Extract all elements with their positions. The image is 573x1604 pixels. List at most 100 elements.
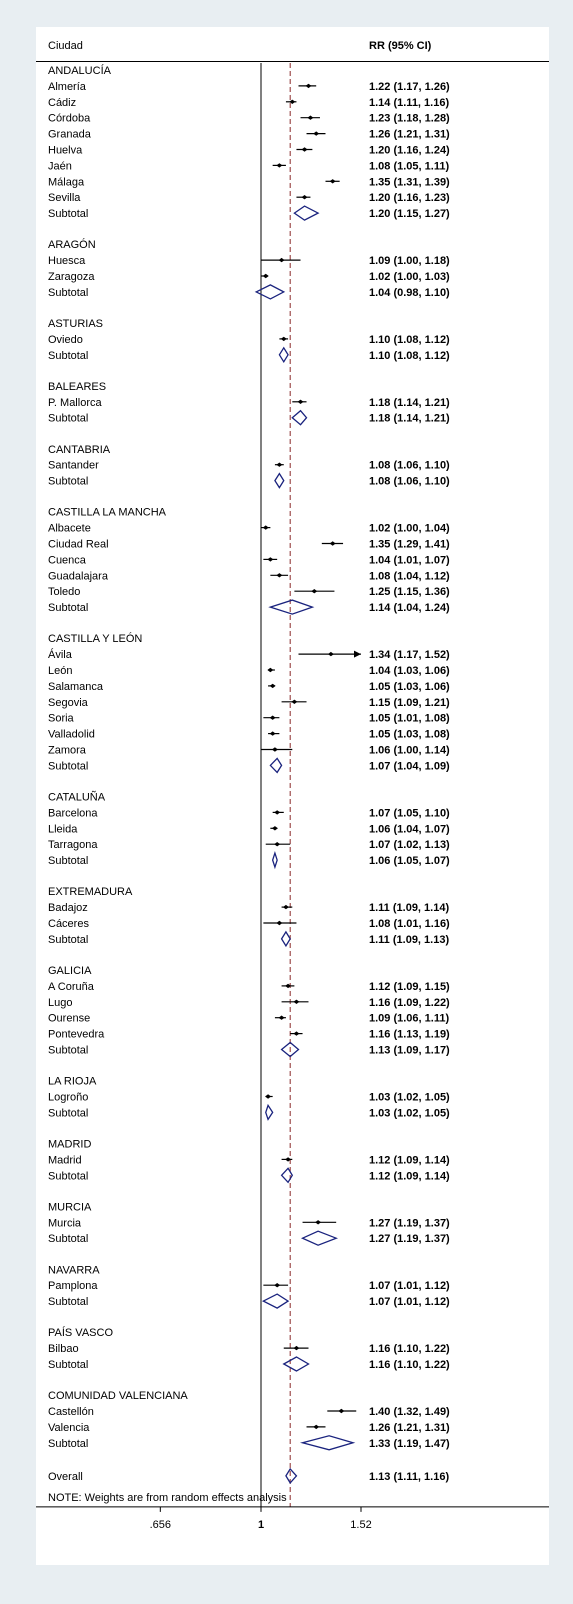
subtotal-rr-value: 1.04 (0.98, 1.10) xyxy=(369,287,450,299)
rr-value: 1.05 (1.03, 1.08) xyxy=(369,729,450,741)
weights-note: NOTE: Weights are from random effects an… xyxy=(48,1492,287,1504)
subtotal-label: Subtotal xyxy=(48,760,88,772)
group-label: BALEARES xyxy=(48,381,106,393)
subtotal-diamond xyxy=(278,346,289,364)
city-label: Soria xyxy=(48,713,75,725)
subtotal-rr-value: 1.08 (1.06, 1.10) xyxy=(369,476,450,488)
city-label: Oviedo xyxy=(48,334,83,346)
rr-value: 1.07 (1.02, 1.13) xyxy=(369,839,450,851)
group-label: CASTILLA Y LEÓN xyxy=(48,632,142,645)
subtotal-label: Subtotal xyxy=(48,602,88,614)
point-estimate xyxy=(278,257,285,263)
city-label: Córdoba xyxy=(48,113,91,125)
city-label: Granada xyxy=(48,129,92,141)
point-estimate xyxy=(289,99,296,104)
overall-label: Overall xyxy=(48,1471,83,1483)
city-label: Castellón xyxy=(48,1406,94,1418)
city-label: Murcia xyxy=(48,1217,82,1229)
group-label: NAVARRA xyxy=(48,1264,100,1276)
rr-value: 1.05 (1.01, 1.08) xyxy=(369,713,450,725)
city-label: Cáceres xyxy=(48,918,89,930)
point-estimate xyxy=(262,273,269,279)
rr-value: 1.22 (1.17, 1.26) xyxy=(369,81,450,93)
city-label: Segovia xyxy=(48,697,89,709)
rr-value: 1.09 (1.00, 1.18) xyxy=(369,255,450,267)
point-estimate xyxy=(301,147,308,152)
point-estimate xyxy=(274,810,281,815)
point-estimate xyxy=(276,163,283,168)
group-label: ARAGÓN xyxy=(48,238,96,251)
point-estimate xyxy=(278,1015,285,1020)
city-label: Ciudad Real xyxy=(48,539,109,551)
city-label: Sevilla xyxy=(48,192,81,204)
rr-value: 1.34 (1.17, 1.52) xyxy=(369,649,450,661)
subtotal-diamond xyxy=(280,930,291,948)
point-estimate xyxy=(315,1220,322,1225)
overall-diamond xyxy=(285,1467,298,1484)
point-estimate xyxy=(282,904,289,910)
x-tick-label: 1.52 xyxy=(350,1519,371,1531)
city-label: Bilbao xyxy=(48,1343,79,1355)
point-estimate xyxy=(305,83,312,89)
city-label: Badajoz xyxy=(48,902,88,914)
header-city-label: Ciudad xyxy=(48,40,83,52)
group-label: MADRID xyxy=(48,1139,91,1151)
point-estimate xyxy=(327,651,334,657)
rr-value: 1.02 (1.00, 1.03) xyxy=(369,271,450,283)
point-estimate xyxy=(313,131,320,136)
point-estimate xyxy=(285,983,292,989)
subtotal-label: Subtotal xyxy=(48,476,88,488)
subtotal-rr-value: 1.03 (1.02, 1.05) xyxy=(369,1107,450,1119)
subtotal-label: Subtotal xyxy=(48,1438,88,1450)
city-label: Guadalajara xyxy=(48,570,109,582)
city-label: Cádiz xyxy=(48,97,76,109)
point-estimate xyxy=(276,462,283,467)
group-label: CANTABRIA xyxy=(48,444,111,456)
point-estimate xyxy=(269,731,276,736)
subtotal-rr-value: 1.06 (1.05, 1.07) xyxy=(369,855,450,867)
subtotal-label: Subtotal xyxy=(48,1107,88,1119)
subtotal-rr-value: 1.33 (1.19, 1.47) xyxy=(369,1438,450,1450)
x-tick-label: 1 xyxy=(258,1519,264,1531)
ci-arrow-head xyxy=(354,650,361,658)
subtotal-diamond xyxy=(291,409,308,426)
point-estimate xyxy=(329,179,336,184)
group-label: CASTILLA LA MANCHA xyxy=(48,507,167,519)
point-estimate xyxy=(262,525,269,530)
city-label: Toledo xyxy=(48,586,80,598)
rr-value: 1.14 (1.11, 1.16) xyxy=(369,97,449,109)
point-estimate xyxy=(297,399,304,404)
group-label: ANDALUCÍA xyxy=(48,64,112,77)
point-estimate xyxy=(276,573,283,578)
rr-value: 1.26 (1.21, 1.31) xyxy=(369,1422,450,1434)
subtotal-diamond xyxy=(280,1041,300,1058)
rr-value: 1.08 (1.06, 1.10) xyxy=(369,460,450,472)
subtotal-label: Subtotal xyxy=(48,934,88,946)
subtotal-rr-value: 1.14 (1.04, 1.24) xyxy=(369,602,450,614)
overall-rr-value: 1.13 (1.11, 1.16) xyxy=(369,1471,449,1483)
subtotal-rr-value: 1.16 (1.10, 1.22) xyxy=(369,1359,450,1371)
city-label: Huesca xyxy=(48,255,86,267)
city-label: A Coruña xyxy=(48,981,95,993)
rr-value: 1.10 (1.08, 1.12) xyxy=(369,334,450,346)
city-label: Pontevedra xyxy=(48,1029,105,1041)
rr-value: 1.06 (1.04, 1.07) xyxy=(369,823,450,835)
subtotal-label: Subtotal xyxy=(48,1233,88,1245)
group-label: COMUNIDAD VALENCIANA xyxy=(48,1390,188,1402)
rr-value: 1.06 (1.00, 1.14) xyxy=(369,745,450,757)
rr-value: 1.26 (1.21, 1.31) xyxy=(369,129,450,141)
rr-value: 1.08 (1.04, 1.12) xyxy=(369,570,450,582)
city-label: Albacete xyxy=(48,523,91,535)
point-estimate xyxy=(271,747,278,752)
city-label: Logroño xyxy=(48,1092,88,1104)
rr-value: 1.23 (1.18, 1.28) xyxy=(369,113,450,125)
subtotal-rr-value: 1.07 (1.01, 1.12) xyxy=(369,1296,450,1308)
subtotal-label: Subtotal xyxy=(48,1170,88,1182)
rr-value: 1.40 (1.32, 1.49) xyxy=(369,1406,450,1418)
city-label: Huelva xyxy=(48,145,83,157)
city-label: Valladolid xyxy=(48,729,95,741)
subtotal-rr-value: 1.20 (1.15, 1.27) xyxy=(369,208,450,220)
point-estimate xyxy=(276,920,283,926)
